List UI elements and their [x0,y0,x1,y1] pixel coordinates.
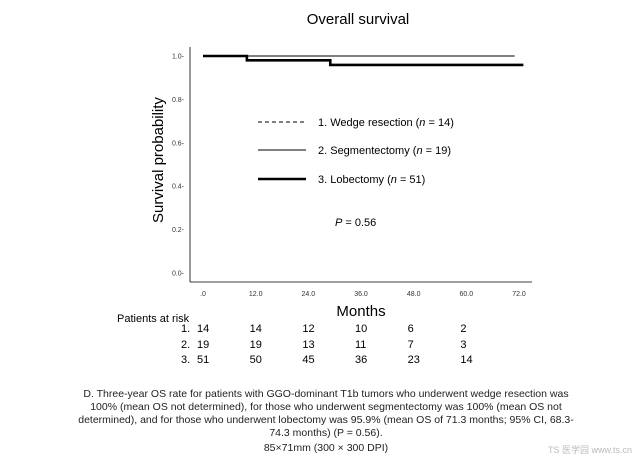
y-tick-label: 0.6- [172,140,185,147]
x-tick-label: 12.0 [249,291,263,298]
y-tick-label: 0.8- [172,97,185,104]
survival-curves [203,54,524,67]
x-axis-label: Months [336,303,385,320]
caption-line: D. Three-year OS rate for patients with … [83,388,569,400]
survival-curve-lobectomy [203,54,524,67]
risk-row-label: 2. [181,339,190,351]
y-tick-label: 1.0- [172,54,185,61]
x-tick-label: 24.0 [302,291,316,298]
chart-title: Overall survival [307,11,410,28]
x-tick-label: 72.0 [512,291,526,298]
risk-cell: 14 [250,323,262,335]
risk-cell: 6 [408,323,414,335]
survival-chart: Overall survival 0.0-0.2-0.4-0.6-0.8-1.0… [117,11,532,366]
risk-cell: 13 [302,339,314,351]
risk-cell: 14 [197,323,209,335]
figure-caption: D. Three-year OS rate for patients with … [40,388,612,440]
y-tick-label: 0.2- [172,227,185,234]
risk-table: 1. 14 14 12 10 6 2 2. 19 19 13 11 7 3 3. 51 50 45 36 23 14 [181,323,473,366]
x-tick-label: 60.0 [460,291,474,298]
risk-cell: 14 [460,354,472,366]
risk-cell: 10 [355,323,367,335]
p-value-annotation: P = 0.56 [335,217,376,229]
figure-size-note: 85×71mm (300 × 300 DPI) [263,442,389,454]
x-tick-label: 48.0 [407,291,421,298]
legend-label-wedge: 1. Wedge resection (n = 14) [318,117,454,129]
legend-item-wedge: 1. Wedge resection (n = 14) [258,117,454,129]
risk-cell: 23 [408,354,420,366]
risk-row-label: 3. [181,354,190,366]
watermark-text: TS 医学园 www.ts.cn [547,445,632,455]
legend-label-lobectomy: 3. Lobectomy (n = 51) [318,174,425,186]
legend-item-lobectomy: 3. Lobectomy (n = 51) [258,174,425,186]
caption-line: 74.3 months) (P = 0.56). [269,427,383,439]
plot-frame [189,47,532,283]
risk-cell: 45 [302,354,314,366]
risk-row-label: 1. [181,323,190,335]
risk-cell: 3 [460,339,466,351]
risk-cell: 12 [302,323,314,335]
legend-label-segment: 2. Segmentectomy (n = 19) [318,145,451,157]
risk-cell: 51 [197,354,209,366]
caption-line: determined), and for those who underwent… [78,414,574,426]
risk-cell: 7 [408,339,414,351]
risk-cell: 36 [355,354,367,366]
risk-cell: 50 [250,354,262,366]
legend: 1. Wedge resection (n = 14) 2. Segmentec… [258,117,454,186]
y-axis-label: Survival probability [150,97,167,223]
risk-table-title: Patients at risk [117,313,190,325]
risk-cell: 2 [460,323,466,335]
x-axis-ticks: .0 12.0 24.0 36.0 48.0 60.0 72.0 [200,291,526,298]
y-axis-ticks: 0.0- 0.2- 0.4- 0.6- 0.8- 1.0- [172,54,185,278]
x-tick-label: 36.0 [354,291,368,298]
risk-cell: 11 [355,339,366,351]
y-tick-label: 0.4- [172,184,185,191]
risk-cell: 19 [250,339,262,351]
x-tick-label: .0 [200,291,206,298]
caption-line: 100% (mean OS not determined), for those… [90,401,562,413]
legend-item-segment: 2. Segmentectomy (n = 19) [258,145,451,157]
risk-cell: 19 [197,339,209,351]
y-tick-label: 0.0- [172,271,185,278]
